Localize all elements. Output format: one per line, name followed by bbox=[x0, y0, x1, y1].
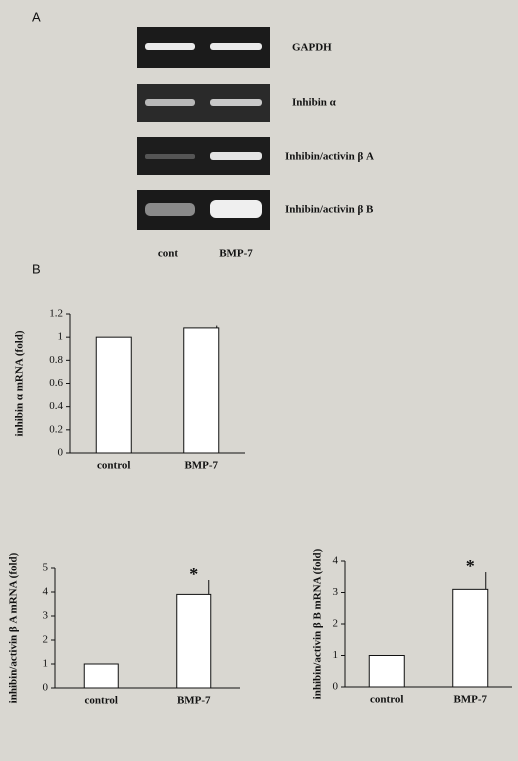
y-tick-label: 2 bbox=[333, 618, 339, 630]
gel-band bbox=[210, 152, 262, 160]
y-tick-label: 0.2 bbox=[49, 423, 63, 435]
gel-band bbox=[210, 43, 262, 50]
bar bbox=[96, 337, 131, 453]
y-tick-label: 4 bbox=[333, 555, 339, 567]
y-tick-label: 0 bbox=[43, 682, 49, 694]
y-axis-label: inhibin/activin β B mRNA (fold) bbox=[312, 548, 324, 699]
x-tick-label: BMP-7 bbox=[453, 694, 487, 706]
gel: GAPDH Inhibin α Inhibin/activin β A Inhi… bbox=[137, 27, 374, 260]
gel-band bbox=[145, 99, 195, 106]
y-tick-label: 0 bbox=[333, 681, 339, 693]
x-tick-label: control bbox=[97, 460, 130, 472]
bar bbox=[177, 594, 211, 688]
gel-band bbox=[145, 43, 195, 50]
x-tick-label: control bbox=[370, 694, 403, 706]
annotation: * bbox=[466, 556, 475, 576]
y-tick-label: 4 bbox=[43, 586, 49, 598]
y-tick-label: 3 bbox=[333, 586, 339, 598]
panel-label: B bbox=[32, 261, 41, 276]
y-tick-label: 5 bbox=[43, 562, 49, 574]
y-tick-label: 0.6 bbox=[49, 377, 63, 389]
x-tick-label: BMP-7 bbox=[184, 460, 218, 472]
lane-label: cont bbox=[158, 248, 179, 260]
x-tick-label: control bbox=[85, 695, 118, 707]
figure: A GAPDH Inhibin α Inhibin/activin β A In… bbox=[0, 0, 518, 761]
gel-band bbox=[210, 200, 262, 218]
x-tick-label: BMP-7 bbox=[177, 695, 211, 707]
gel-row-label: GAPDH bbox=[292, 42, 332, 54]
gel-row-label: Inhibin/activin β A bbox=[285, 151, 374, 163]
lane-label: BMP-7 bbox=[219, 248, 253, 260]
y-tick-label: 3 bbox=[43, 610, 49, 622]
bar bbox=[369, 656, 404, 688]
y-tick-label: 1 bbox=[43, 658, 49, 670]
gel-band bbox=[145, 154, 195, 159]
y-tick-label: 0 bbox=[58, 447, 64, 459]
gel-band bbox=[145, 203, 195, 216]
gel-row-label: Inhibin α bbox=[292, 97, 337, 109]
y-tick-label: 1 bbox=[58, 331, 64, 343]
gel-band bbox=[210, 99, 262, 106]
bar bbox=[84, 664, 118, 688]
page: {"panels": {"a": "A", "b": "B"}, "gel": … bbox=[0, 0, 518, 761]
y-tick-label: 2 bbox=[43, 634, 49, 646]
panel-label: A bbox=[32, 9, 41, 24]
y-tick-label: 1.2 bbox=[49, 308, 63, 320]
y-axis-label: inhibin/activin β A mRNA (fold) bbox=[8, 552, 20, 703]
bar bbox=[453, 589, 488, 687]
y-tick-label: 1 bbox=[333, 649, 339, 661]
y-axis-label: inhibin α mRNA (fold) bbox=[14, 330, 26, 436]
annotation: * bbox=[189, 564, 198, 584]
y-tick-label: 0.8 bbox=[49, 354, 63, 366]
gel-row-label: Inhibin/activin β B bbox=[285, 204, 374, 216]
y-tick-label: 0.4 bbox=[49, 400, 63, 412]
bar bbox=[184, 328, 219, 453]
